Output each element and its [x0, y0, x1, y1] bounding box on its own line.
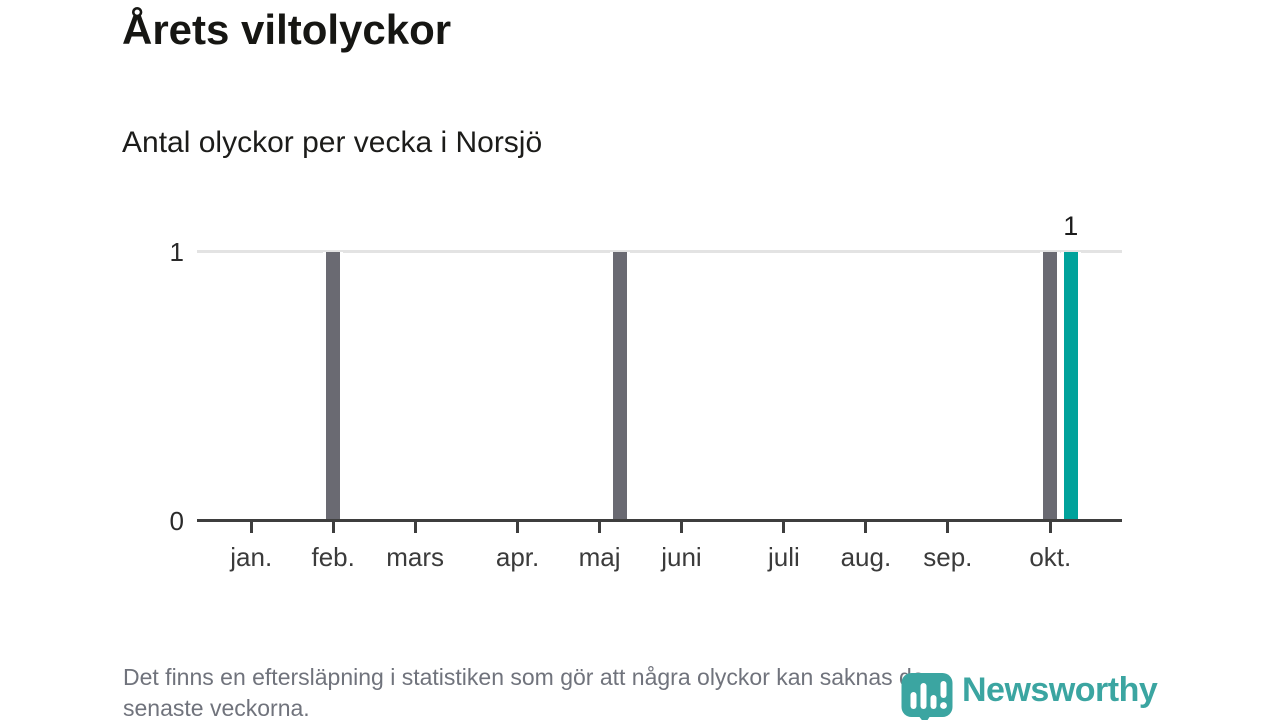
- x-axis-tick: [516, 522, 520, 533]
- x-axis-month-label: feb.: [311, 542, 355, 572]
- y-axis-tick-label: 0: [169, 506, 184, 536]
- x-axis-month-label: juli: [768, 542, 800, 572]
- bar: [326, 252, 341, 521]
- x-axis-tick: [413, 522, 417, 533]
- x-axis-tick: [946, 522, 950, 533]
- x-axis-tick: [331, 522, 335, 533]
- x-axis-month-label: aug.: [840, 542, 892, 572]
- x-axis-tick: [598, 522, 602, 533]
- bar-value-label: 1: [1063, 211, 1079, 241]
- y-axis-tick-label: 1: [169, 237, 184, 267]
- page-title: Årets viltolyckor: [122, 6, 452, 53]
- x-axis-month-label: sep.: [923, 542, 973, 572]
- x-axis-tick: [782, 522, 786, 533]
- x-axis-line: [197, 519, 1122, 522]
- x-axis-tick: [1048, 522, 1052, 533]
- x-axis-month-label: mars: [386, 542, 445, 572]
- x-axis-tick: [249, 522, 253, 533]
- bar: [1043, 252, 1058, 521]
- x-axis-tick: [679, 522, 683, 533]
- x-axis-month-label: maj: [578, 542, 621, 572]
- bar: [613, 252, 628, 521]
- newsworthy-speech-bubble-bar-chart-icon: [901, 673, 953, 720]
- footer-note: Det finns en eftersläpning i statistiken…: [123, 662, 925, 720]
- x-axis-month-label: okt.: [1029, 542, 1072, 572]
- newsworthy-logo-text: Newsworthy: [962, 671, 1158, 709]
- gridline: [197, 250, 1122, 253]
- chart-subtitle: Antal olyckor per vecka i Norsjö: [122, 126, 543, 159]
- footer-note-line-1: Det finns en eftersläpning i statistiken…: [123, 664, 925, 690]
- x-axis-month-label: juni: [661, 542, 702, 572]
- x-axis-month-label: apr.: [495, 542, 540, 572]
- newsworthy-logo: Newsworthy: [898, 663, 1158, 720]
- x-axis-month-label: jan.: [230, 542, 273, 572]
- footer-note-line-2: senaste veckorna.: [123, 695, 310, 720]
- bar: [1063, 252, 1078, 521]
- x-axis-tick: [864, 522, 868, 533]
